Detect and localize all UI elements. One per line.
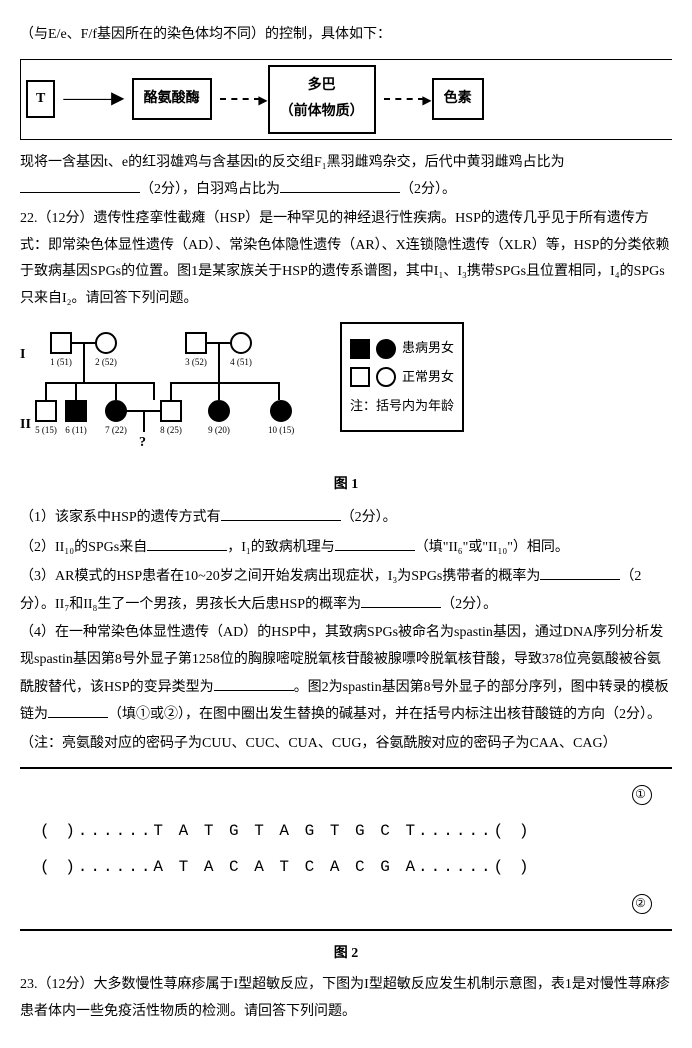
sequence-box: ① ( )......T A T G T A G T G C T......( … (20, 767, 672, 931)
flow-diagram: T ———▶ 酪氨酸酶 多巴（前体物质） 色素 (20, 59, 672, 140)
q22-4: （4）在一种常染色体显性遗传（AD）的HSP中，其致病SPGs被命名为spast… (20, 620, 672, 728)
flow-box-pigment: 色素 (432, 78, 484, 121)
flow-box-enzyme: 酪氨酸酶 (132, 78, 212, 121)
q21-text: 现将一含基因t、e的红羽雄鸡与含基因t的反交组F₁黑羽雌鸡杂交，后代中黄羽雌鸡占… (20, 150, 672, 204)
fig2-label: 图 2 (20, 941, 672, 968)
blank-22-1[interactable] (221, 504, 341, 521)
blank-22-3b[interactable] (361, 591, 441, 608)
intro-text: （与E/e、F/f基因所在的染色体均不同）的控制，具体如下： (20, 22, 672, 49)
blank-22-3a[interactable] (540, 563, 620, 580)
arrow-solid-1: ———▶ (63, 84, 123, 114)
fig1-label: 图 1 (20, 472, 672, 499)
q22-2: （2）II₁₀的SPGs来自，I₁的致病机理与（填"II₆"或"II₁₀"）相同… (20, 534, 672, 562)
blank-21a[interactable] (20, 176, 140, 193)
arrow-dash-1 (220, 98, 260, 100)
blank-21b[interactable] (280, 176, 400, 193)
blank-22-2a[interactable] (147, 534, 227, 551)
flow-box-dopa: 多巴（前体物质） (268, 65, 376, 134)
seq-line-2: ( )......A T A C A T C A C G A......( ) (40, 852, 652, 882)
q22-1: （1）该家系中HSP的遗传方式有（2分）。 (20, 504, 672, 532)
circle-2: ② (632, 894, 652, 914)
q23-head: 23.（12分）大多数慢性荨麻疹属于I型超敏反应，下图为I型超敏反应发生机制示意… (20, 972, 672, 1025)
seq-line-1: ( )......T A T G T A G T G C T......( ) (40, 816, 652, 846)
q22-3: （3）AR模式的HSP患者在10~20岁之间开始发病出现症状，I₃为SPGs携带… (20, 563, 672, 618)
q22-note: （注：亮氨酸对应的密码子为CUU、CUC、CUA、CUG，谷氨酰胺对应的密码子为… (20, 731, 672, 758)
blank-22-4a[interactable] (214, 674, 294, 691)
flow-box-t: T (26, 80, 55, 119)
pedigree-diagram: I II 1 (51) 2 (52) 3 (52) 4 (51) 5 (15) … (20, 322, 672, 462)
circle-1: ① (632, 785, 652, 805)
legend-box: 患病男女 正常男女 注：括号内为年龄 (340, 322, 464, 432)
blank-22-4b[interactable] (48, 701, 108, 718)
q22-head: 22.（12分）遗传性痉挛性截瘫（HSP）是一种罕见的神经退行性疾病。HSP的遗… (20, 206, 672, 312)
blank-22-2b[interactable] (335, 534, 415, 551)
arrow-dash-2 (384, 98, 424, 100)
